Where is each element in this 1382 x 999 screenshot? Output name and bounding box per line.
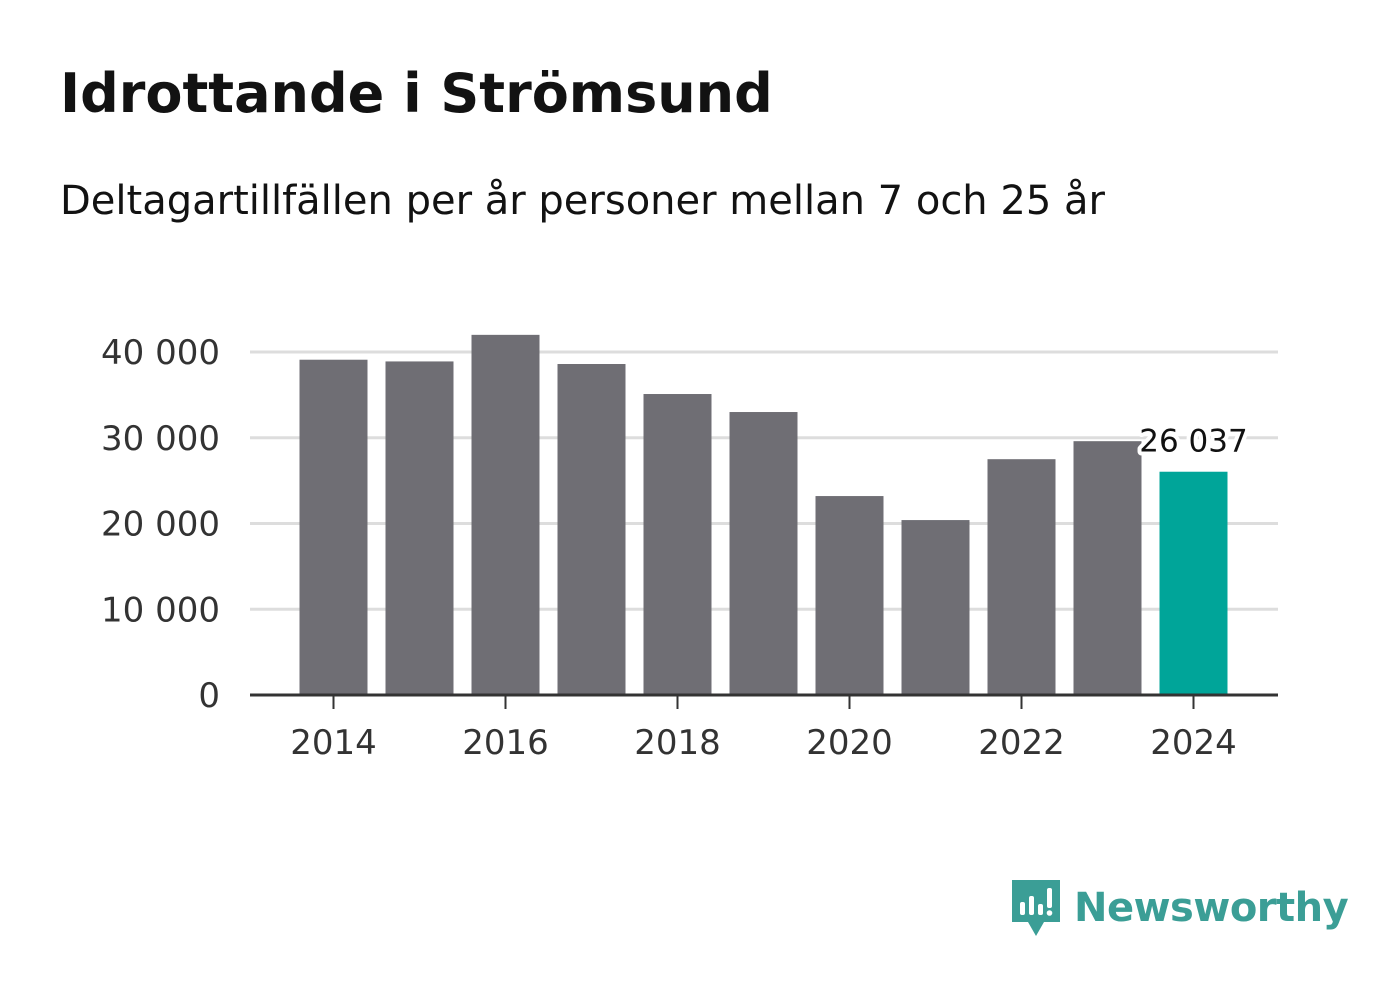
bar-2020 <box>815 496 884 695</box>
x-tick-label: 2020 <box>806 723 893 763</box>
brand-logo: Newsworthy <box>1010 878 1349 938</box>
bar-2014 <box>299 359 368 695</box>
x-tick-label: 2024 <box>1150 723 1237 763</box>
bar-2016 <box>471 334 540 695</box>
bars <box>299 334 1228 695</box>
bar-2017 <box>557 364 626 695</box>
chart-subtitle: Deltagartillfällen per år personer mella… <box>60 178 1105 224</box>
y-tick-label: 30 000 <box>101 419 220 459</box>
data-label-2024: 26 037 <box>1139 424 1247 460</box>
bar-2023 <box>1073 441 1142 695</box>
y-tick-label: 40 000 <box>101 333 220 373</box>
bar-2024 <box>1159 471 1228 695</box>
bar-2022 <box>987 459 1056 695</box>
x-tick-label: 2014 <box>290 723 377 763</box>
chart-title: Idrottande i Strömsund <box>60 62 773 125</box>
x-tick-label: 2018 <box>634 723 721 763</box>
bar-2018 <box>643 394 712 695</box>
data-labels: 26 037 <box>1135 420 1251 464</box>
x-axis-labels: 2014 2016 2018 2020 2022 2024 <box>290 723 1237 763</box>
bar-2019 <box>729 412 798 695</box>
bar-2015 <box>385 361 454 695</box>
x-tick-label: 2022 <box>978 723 1065 763</box>
newsworthy-logo-icon <box>1012 880 1060 936</box>
x-tick-label: 2016 <box>462 723 549 763</box>
x-axis <box>250 693 1278 709</box>
y-tick-label: 20 000 <box>101 505 220 545</box>
y-tick-label: 10 000 <box>101 590 220 630</box>
bar-2021 <box>901 520 970 695</box>
y-axis-labels: 0 10 000 20 000 30 000 40 000 <box>101 333 220 716</box>
y-tick-label: 0 <box>198 676 220 716</box>
brand-name: Newsworthy <box>1074 885 1349 931</box>
